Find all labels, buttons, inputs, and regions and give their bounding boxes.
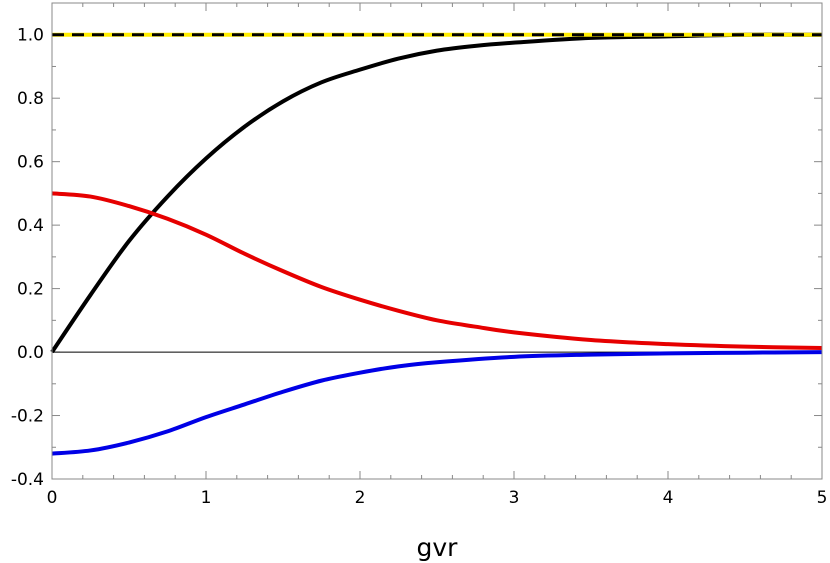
series-black-line [50, 32, 823, 354]
x-tick-label: 3 [509, 488, 520, 508]
x-tick-label: 2 [355, 488, 366, 508]
y-tick-label: -0.4 [11, 470, 44, 490]
y-tick-label: 0.6 [17, 153, 44, 173]
x-tick-label: 1 [201, 488, 212, 508]
x-tick-label: 4 [663, 488, 674, 508]
y-tick-label: 0.8 [17, 89, 44, 109]
series-red-line [51, 191, 823, 350]
series-layer [50, 32, 823, 456]
y-tick-label: -0.2 [11, 407, 44, 427]
tick-labels: 0 1 2 3 4 5 -0.4 -0.2 0.0 0.2 0.4 0.6 0.8 1.0 [11, 26, 828, 508]
y-tick-label: 1.0 [17, 26, 44, 46]
ticks-layer [51, 2, 823, 480]
y-tick-label: 0.4 [17, 216, 44, 236]
plot-frame [51, 2, 823, 480]
y-tick-label: 0.2 [17, 280, 44, 300]
series-blue-line [51, 350, 823, 456]
x-axis-title: gvr [417, 533, 459, 562]
x-tick-label: 0 [47, 488, 58, 508]
x-tick-label: 5 [817, 488, 828, 508]
y-tick-label: 0.0 [17, 343, 44, 363]
